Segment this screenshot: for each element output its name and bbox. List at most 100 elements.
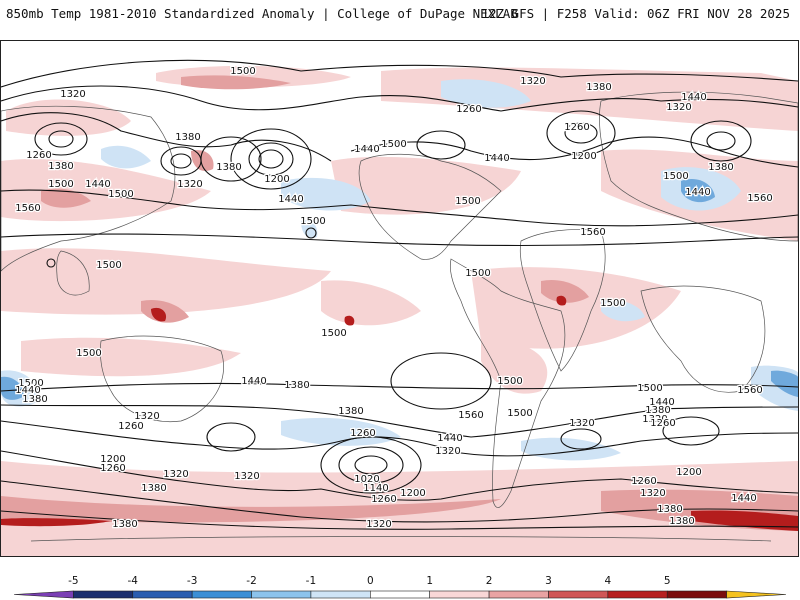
anomaly-map: 1500 1320 1380 1260 1380 1380 1500 1440 1320 1200… (0, 40, 799, 557)
colorbar-swatch (132, 590, 193, 599)
strong-cold-anomaly (1, 178, 798, 400)
colorbar-swatch (429, 590, 490, 599)
contour-label: 1320 (163, 469, 188, 480)
contour-label: 1380 (657, 504, 682, 515)
contour-label: 1500 (663, 171, 688, 182)
contour-label: 1440 (437, 433, 462, 444)
contour-label: 1440 (685, 187, 710, 198)
contour-label: 1260 (456, 104, 481, 115)
cold-anomaly-shading (1, 79, 798, 461)
contour-label: 1320 (234, 471, 259, 482)
contour-label: 1320 (640, 488, 665, 499)
contour-label: 1380 (284, 380, 309, 391)
contour-label: 1380 (22, 394, 47, 405)
colorbar-tick-label: 5 (664, 575, 671, 587)
map-title: 850mb Temp 1981-2010 Standardized Anomal… (6, 6, 518, 21)
colorbar-swatch (13, 590, 74, 599)
contour-label: 1380 (112, 519, 137, 530)
contour-label: 1500 (96, 260, 121, 271)
contour-label: 1500 (108, 189, 133, 200)
contour-label: 1500 (507, 408, 532, 419)
contour-label: 1560 (458, 410, 483, 421)
colorbar-tick-label: -1 (306, 575, 316, 587)
colorbar-tick-label: -5 (68, 575, 78, 587)
contour-label: 1440 (15, 385, 40, 396)
contour-label: 1560 (737, 385, 762, 396)
contour-label: 1320 (134, 411, 159, 422)
contour-label: 1500 (230, 66, 255, 77)
contour-label: 1260 (26, 150, 51, 161)
contour-label: 1260 (350, 428, 375, 439)
contour-label: 1200 (400, 488, 425, 499)
contour-label: 1500 (497, 376, 522, 387)
contour-label: 1320 (642, 414, 667, 425)
contour-label: 1200 (100, 454, 125, 465)
colorbar-ticks: -5 -4 -3 -2 -1 0 1 2 3 4 5 (68, 575, 670, 587)
contour-label: 1500 (465, 268, 490, 279)
contour-label: 1500 (48, 179, 73, 190)
contour-label: 1380 (669, 516, 694, 527)
colorbar-swatch (607, 590, 668, 599)
colorbar-tick-label: 2 (486, 575, 493, 587)
contour-label: 1260 (118, 421, 143, 432)
contour-label: 1440 (354, 144, 379, 155)
contour-label: 1440 (649, 397, 674, 408)
contour-label: 1380 (48, 161, 73, 172)
colorbar-swatch (488, 590, 549, 599)
colorbar-swatch (251, 590, 312, 599)
contour-label: 1500 (321, 328, 346, 339)
contour-label: 1260 (100, 463, 125, 474)
contour-label: 1320 (60, 89, 85, 100)
colorbar-swatch (370, 590, 430, 599)
model-run-info: 12Z GFS | F258 Valid: 06Z FRI NOV 28 202… (481, 6, 790, 21)
contour-label: 1560 (747, 193, 772, 204)
contour-label: 1260 (564, 122, 589, 133)
contour-label: 1320 (177, 179, 202, 190)
contour-label: 1380 (141, 483, 166, 494)
contour-label: 1260 (371, 494, 396, 505)
colorbar-tick-label: 3 (545, 575, 552, 587)
contour-label: 1320 (435, 446, 460, 457)
contour-label: 1440 (85, 179, 110, 190)
colorbar-tick-label: 1 (426, 575, 433, 587)
contour-label: 1320 (569, 418, 594, 429)
colorbar-tick-label: 0 (367, 575, 374, 587)
extreme-warm-anomaly (1, 295, 798, 531)
contour-label: 1380 (175, 132, 200, 143)
contour-label: 1560 (580, 227, 605, 238)
contour-label: 1500 (76, 348, 101, 359)
contour-label: 1440 (278, 194, 303, 205)
contour-label: 1320 (520, 76, 545, 87)
contour-label: 1380 (216, 162, 241, 173)
contour-label: 1380 (645, 405, 670, 416)
contour-label: 1500 (18, 378, 43, 389)
contour-label: 1440 (484, 153, 509, 164)
colorbar-swatch (310, 590, 371, 599)
contour-label: 1380 (708, 162, 733, 173)
contour-label: 1500 (381, 139, 406, 150)
colorbar-tick-label: -4 (128, 575, 139, 587)
colorbar-tick-label: 4 (605, 575, 612, 587)
contour-label: 1500 (600, 298, 625, 309)
height-contours (1, 59, 798, 530)
colorbar-swatch (73, 590, 134, 599)
contour-label: 1440 (681, 92, 706, 103)
colorbar-swatch (548, 590, 609, 599)
contour-label: 1380 (338, 406, 363, 417)
colorbar-tick-label: -2 (246, 575, 256, 587)
contour-label: 1440 (731, 493, 756, 504)
contour-label: 1500 (300, 216, 325, 227)
contour-label: 1200 (676, 467, 701, 478)
contour-label: 1500 (637, 383, 662, 394)
contour-label: 1380 (586, 82, 611, 93)
contour-label: 1140 (363, 483, 388, 494)
anomaly-colorbar: -5 -4 -3 -2 -1 0 1 2 3 4 5 (13, 575, 787, 599)
colorbar-swatches (13, 590, 787, 599)
colorbar-swatch (726, 590, 787, 599)
contour-label: 1560 (15, 203, 40, 214)
contour-label: 1320 (366, 519, 391, 530)
contour-label: 1260 (650, 418, 675, 429)
contour-label: 1500 (455, 196, 480, 207)
